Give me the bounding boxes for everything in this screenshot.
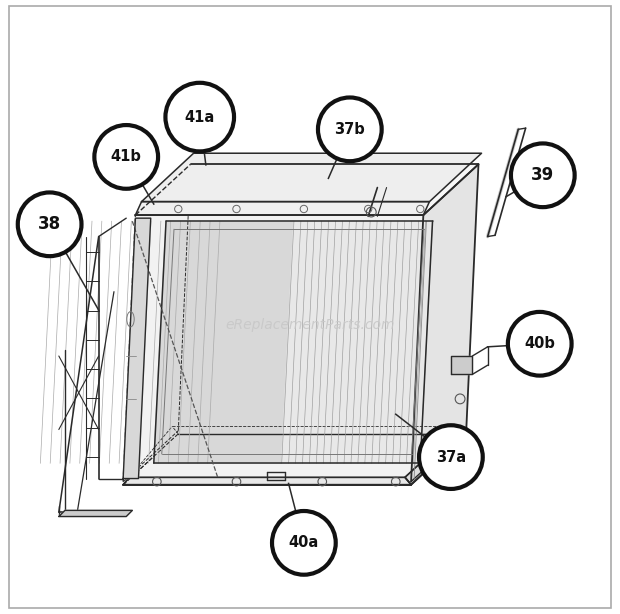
Circle shape	[94, 125, 158, 188]
Polygon shape	[411, 165, 479, 481]
Text: eReplacementParts.com: eReplacementParts.com	[225, 319, 395, 332]
Polygon shape	[405, 427, 466, 484]
Polygon shape	[59, 510, 132, 516]
Polygon shape	[135, 201, 430, 215]
Polygon shape	[154, 221, 294, 463]
Polygon shape	[141, 154, 482, 201]
Circle shape	[272, 511, 335, 575]
Text: 39: 39	[531, 166, 554, 184]
Text: 37b: 37b	[334, 122, 365, 137]
Circle shape	[318, 98, 382, 161]
Text: 40b: 40b	[525, 336, 555, 351]
Polygon shape	[123, 477, 411, 484]
Polygon shape	[123, 215, 423, 481]
Polygon shape	[135, 165, 479, 215]
Text: 40a: 40a	[289, 535, 319, 550]
Text: 37a: 37a	[436, 449, 466, 465]
Text: 41b: 41b	[111, 149, 141, 165]
Circle shape	[419, 426, 483, 489]
Circle shape	[508, 312, 572, 376]
Polygon shape	[451, 356, 472, 375]
Polygon shape	[123, 218, 151, 478]
Text: 41a: 41a	[185, 109, 215, 125]
Circle shape	[511, 144, 575, 207]
Polygon shape	[154, 221, 433, 463]
Circle shape	[166, 83, 234, 152]
Text: 38: 38	[38, 216, 61, 233]
Circle shape	[18, 192, 81, 256]
Polygon shape	[281, 221, 433, 463]
